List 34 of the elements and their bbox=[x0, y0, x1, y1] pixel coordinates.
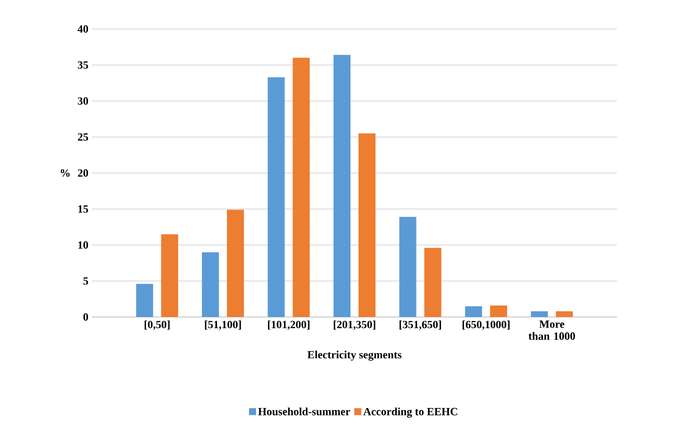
y-tick-label: 25 bbox=[78, 133, 88, 141]
y-tick-label: 20 bbox=[78, 169, 88, 177]
y-tick-label: 0 bbox=[83, 313, 88, 321]
x-tick-label: [101,200] bbox=[268, 320, 310, 330]
bar bbox=[399, 216, 416, 317]
bar bbox=[358, 133, 376, 317]
legend-label: According to EEHC bbox=[363, 408, 458, 418]
y-tick-label: 5 bbox=[83, 277, 88, 285]
x-axis-title: Electricity segments bbox=[308, 350, 402, 361]
x-tick-label: More than 1000 bbox=[528, 320, 575, 340]
y-tick-label: 15 bbox=[78, 205, 88, 213]
x-tick-label: [650,1000] bbox=[462, 320, 510, 330]
y-tick-label: 40 bbox=[78, 25, 88, 33]
bar bbox=[490, 305, 508, 317]
bar bbox=[136, 284, 154, 317]
x-tick-label: [351,650] bbox=[400, 320, 442, 330]
bar bbox=[268, 77, 285, 317]
y-tick-label: 10 bbox=[78, 241, 88, 249]
bar bbox=[161, 234, 178, 317]
bar bbox=[226, 210, 244, 317]
y-axis-title: % bbox=[60, 169, 70, 177]
bar bbox=[202, 252, 219, 317]
bar bbox=[424, 248, 442, 317]
x-tick-label: [0,50] bbox=[144, 320, 170, 330]
bar bbox=[292, 58, 310, 317]
bar bbox=[334, 54, 351, 317]
x-tick-label: [201,350] bbox=[334, 320, 376, 330]
bar bbox=[465, 306, 482, 317]
x-tick-label: [51,100] bbox=[204, 320, 241, 330]
bar bbox=[556, 311, 573, 317]
bar bbox=[530, 311, 548, 317]
y-tick-label: 35 bbox=[78, 61, 88, 69]
legend-label: Household-summer bbox=[258, 408, 350, 416]
y-tick-label: 30 bbox=[78, 97, 88, 105]
